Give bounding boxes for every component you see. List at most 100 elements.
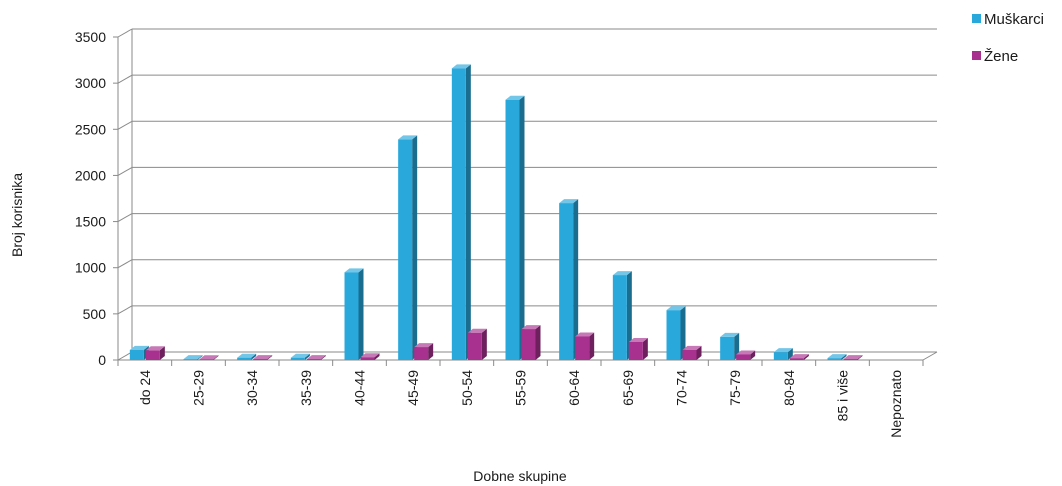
bar-top bbox=[253, 355, 273, 360]
bar-front bbox=[789, 358, 804, 360]
y-tick-label: 2000 bbox=[75, 167, 106, 183]
bar-front bbox=[253, 359, 268, 360]
bar-top bbox=[666, 306, 686, 311]
bar-side bbox=[573, 199, 579, 360]
bar-top bbox=[575, 332, 595, 337]
x-tick-label: 30-34 bbox=[244, 370, 260, 406]
bars bbox=[129, 64, 863, 361]
x-tick-label: 60-64 bbox=[566, 370, 582, 406]
x-tick-label: 55-59 bbox=[513, 370, 529, 406]
bar-side bbox=[535, 325, 541, 360]
legend-label-zene: Žene bbox=[984, 48, 1018, 65]
bar-muskarci bbox=[183, 355, 203, 360]
x-tick-label: do 24 bbox=[137, 370, 153, 405]
gridline-diagonal bbox=[117, 213, 133, 223]
bar-side bbox=[803, 354, 809, 360]
bar-muskarci bbox=[612, 271, 632, 360]
bar-top bbox=[306, 355, 326, 360]
bar-muskarci bbox=[505, 95, 525, 361]
bar-top bbox=[559, 199, 579, 204]
bar-zene bbox=[360, 353, 380, 360]
bar-muskarci bbox=[451, 64, 471, 361]
bar-top bbox=[773, 348, 793, 353]
bar-front bbox=[736, 354, 751, 360]
floor-edge bbox=[922, 351, 938, 361]
bar-front bbox=[414, 347, 429, 360]
bar-front bbox=[827, 358, 842, 360]
bar-zene bbox=[306, 355, 326, 360]
gridline-diagonal bbox=[117, 28, 133, 38]
bar-top bbox=[344, 268, 364, 273]
axes bbox=[113, 29, 938, 366]
bar-front bbox=[612, 275, 627, 360]
bar-top bbox=[843, 355, 863, 360]
bar-front bbox=[559, 203, 574, 360]
bar-zene bbox=[414, 343, 434, 360]
legend-swatch-muskarci bbox=[972, 14, 981, 23]
x-tick-label: 80-84 bbox=[781, 370, 797, 406]
bar-front bbox=[682, 349, 697, 360]
bar-side bbox=[481, 328, 487, 360]
bar-side bbox=[304, 353, 310, 360]
bar-side bbox=[197, 355, 203, 360]
gridline-diagonal bbox=[117, 351, 133, 361]
bar-side bbox=[626, 271, 632, 360]
x-tick-label: 75-79 bbox=[727, 370, 743, 406]
x-tick-label: 65-69 bbox=[620, 370, 636, 406]
bar-top bbox=[199, 355, 219, 360]
bar-front bbox=[290, 357, 305, 360]
bar-front bbox=[237, 357, 252, 360]
bar-zene bbox=[253, 355, 273, 360]
bar-top bbox=[360, 353, 380, 358]
bar-top bbox=[451, 64, 471, 69]
bar-muskarci bbox=[773, 348, 793, 360]
y-tick-label: 500 bbox=[83, 306, 107, 322]
bar-side bbox=[857, 355, 863, 360]
legend-label-muskarci: Muškarci bbox=[984, 11, 1044, 28]
bar-front bbox=[666, 310, 681, 360]
bar-front bbox=[360, 357, 375, 360]
bar-side bbox=[358, 268, 364, 360]
bar-front bbox=[843, 359, 858, 360]
y-tick-label: 1500 bbox=[75, 214, 106, 230]
bar-front bbox=[720, 336, 735, 360]
y-tick-label: 3000 bbox=[75, 75, 106, 91]
bar-top bbox=[129, 345, 149, 350]
bar-top bbox=[521, 325, 541, 330]
bar-side bbox=[428, 343, 434, 360]
bar-zene bbox=[467, 328, 487, 360]
y-tick-label: 3500 bbox=[75, 29, 106, 45]
y-tick-label: 1000 bbox=[75, 260, 106, 276]
bar-zene bbox=[199, 355, 219, 360]
bar-side bbox=[787, 348, 793, 360]
bar-top bbox=[414, 343, 434, 348]
gridline-diagonal bbox=[117, 305, 133, 315]
y-tick-label: 2500 bbox=[75, 121, 106, 137]
bar-side bbox=[519, 95, 525, 361]
bar-top bbox=[145, 346, 165, 351]
bar-front bbox=[129, 349, 144, 360]
bar-side bbox=[642, 338, 648, 360]
bar-top bbox=[612, 271, 632, 276]
y-tick-labels: 0 500 1000 1500 2000 2500 3000 3500 bbox=[75, 29, 106, 368]
bar-side bbox=[841, 354, 847, 360]
bar-top bbox=[237, 353, 257, 358]
x-tick-label: 50-54 bbox=[459, 370, 475, 406]
bar-side bbox=[213, 355, 219, 360]
gridline-diagonal bbox=[117, 74, 133, 84]
gridlines bbox=[117, 28, 937, 361]
bar-side bbox=[374, 353, 380, 360]
legend-swatch-zene bbox=[972, 51, 981, 60]
bar-side bbox=[680, 306, 686, 360]
bar-zene bbox=[736, 350, 756, 360]
bar-muskarci bbox=[344, 268, 364, 360]
x-tick-label: 45-49 bbox=[405, 370, 421, 406]
bar-muskarci bbox=[290, 353, 310, 360]
bar-top bbox=[628, 338, 648, 343]
gridline-diagonal bbox=[117, 259, 133, 269]
x-tick-label: 40-44 bbox=[352, 370, 368, 406]
gridline-diagonal bbox=[117, 166, 133, 176]
legend: Muškarci Žene bbox=[972, 11, 1044, 65]
bar-side bbox=[696, 345, 702, 360]
